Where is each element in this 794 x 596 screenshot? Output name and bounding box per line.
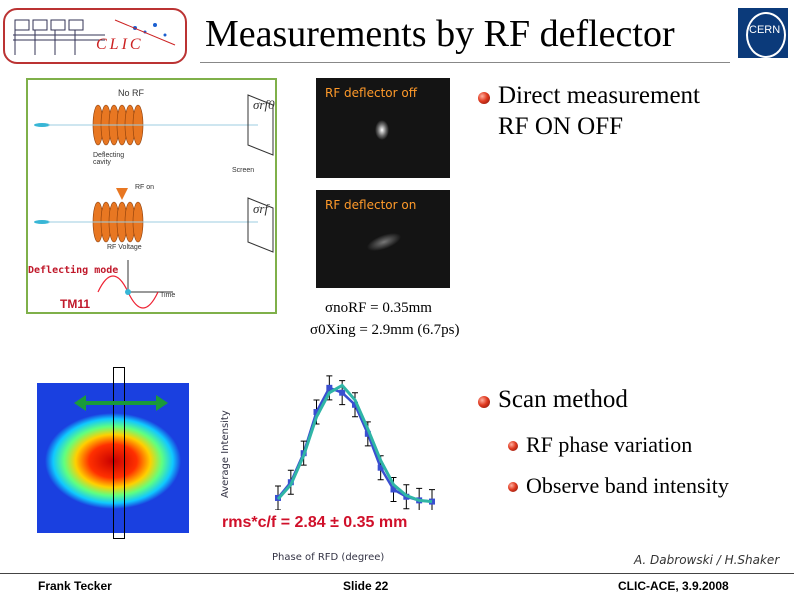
rf-on-label: RF on [135,184,154,191]
title-divider [200,62,730,63]
sigma-norf-text: σnoRF = 0.35mm [325,300,432,317]
sigma-rf-label: σrf [253,201,268,217]
deflector-diagram-graphic [28,80,275,312]
page-title: Measurements by RF deflector [205,12,675,56]
footer-divider [0,573,794,574]
clic-logo-graphic [5,10,185,62]
sub-bullet-rf-phase: RF phase variation [526,432,692,458]
no-rf-label: No RF [118,88,144,98]
scan-plot-xlabel: Phase of RFD (degree) [272,552,384,563]
credit-text: A. Dabrowski / H.Shaker [634,553,779,567]
footer-event: CLIC-ACE, 3.9.2008 [618,579,729,593]
clic-logo [3,8,187,64]
sigma-0xing-text: σ0Xing = 2.9mm (6.7ps) [310,322,459,339]
clic-logo-text: CLIC [96,36,144,54]
bullet-icon [478,92,490,104]
scan-plot-ylabel: Average Intensity [220,410,231,498]
band-width-arrow [74,393,168,413]
deflector-diagram [26,78,277,314]
sigma-rf0-label: σrf0 [253,97,275,113]
scan-data-point [339,390,345,396]
scan-plot-ylabel-wrap: Average Intensity [220,403,234,498]
tm-mode-label: TM11 [60,297,90,311]
sub-bullet-icon [508,482,518,492]
rf-voltage-label: RF Voltage [107,244,147,251]
bullet-direct-line2: RF ON OFF [498,113,623,141]
scan-result-text: rms*c/f = 2.84 ± 0.35 mm [222,514,407,532]
bullet-icon [478,396,490,408]
time-axis-label: Time [160,292,175,299]
screen-label: Screen [232,167,254,174]
cavity-label: Deflecting cavity [93,152,143,166]
bullet-direct-line1: Direct measurement [498,82,700,110]
footer-author: Frank Tecker [38,579,112,593]
rf-off-label: RF deflector off [325,86,417,100]
bullet-scan-method: Scan method [498,386,628,414]
scan-series-line [278,385,432,501]
sub-bullet-band-intensity: Observe band intensity [526,473,729,499]
rf-on-label: RF deflector on [325,198,416,212]
scan-plot [270,375,440,510]
deflecting-mode-label: Deflecting mode [28,265,118,276]
sub-bullet-icon [508,441,518,451]
cern-logo-text: CERN [749,24,780,36]
footer-slide-number: Slide 22 [343,579,388,593]
